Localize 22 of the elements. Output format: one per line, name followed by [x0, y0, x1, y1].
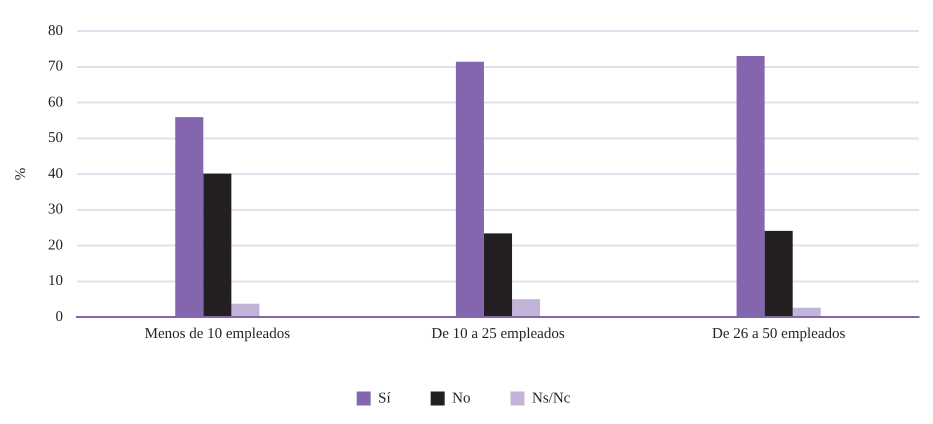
y-tick-label: 30 [48, 202, 63, 218]
y-tick-label: 60 [48, 94, 63, 110]
y-tick-label: 70 [48, 58, 63, 75]
x-tick-label: De 26 a 50 empleados [712, 326, 846, 342]
y-tick-label: 0 [56, 308, 63, 325]
bar [764, 230, 793, 316]
y-tick-label: 50 [48, 130, 63, 146]
bar [203, 174, 232, 316]
y-tick-label: 80 [48, 22, 63, 39]
bar [484, 233, 512, 316]
x-tick-label: Menos de 10 empleados [144, 326, 290, 342]
legend-label: Sí [378, 390, 392, 406]
bar [792, 308, 821, 316]
x-tick-label: De 10 a 25 empleados [431, 326, 565, 342]
bar [231, 304, 260, 316]
y-axis-title: % [12, 168, 29, 180]
y-tick-label: 20 [48, 237, 63, 254]
y-tick-label: 10 [48, 273, 63, 290]
y-tick-label: 40 [48, 166, 63, 182]
bar [512, 299, 540, 316]
legend-label: No [452, 390, 471, 406]
legend-label: Ns/Nc [532, 390, 571, 406]
